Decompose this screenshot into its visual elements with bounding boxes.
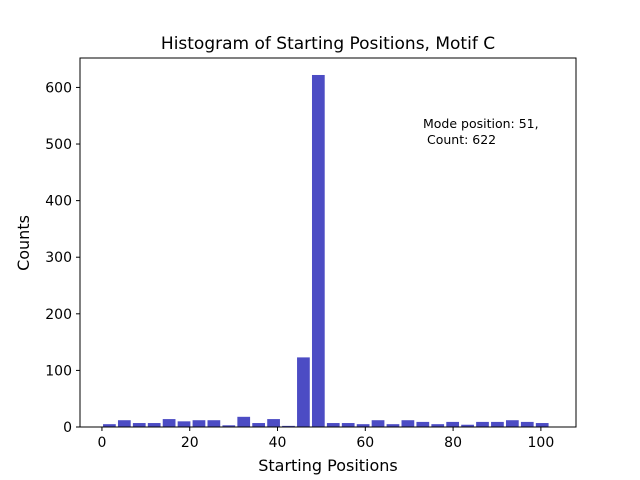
histogram-bar xyxy=(341,423,355,427)
histogram-bar xyxy=(535,423,549,427)
y-tick-label: 300 xyxy=(45,250,72,266)
histogram-bar xyxy=(401,420,415,427)
histogram-bar xyxy=(222,425,236,427)
histogram-bar xyxy=(192,420,206,427)
histogram-bar xyxy=(491,421,504,427)
x-tick-label: 0 xyxy=(97,435,106,451)
histogram-bar xyxy=(117,420,131,427)
histogram-bar xyxy=(311,74,325,427)
histogram-bar xyxy=(147,423,161,427)
x-axis-label: Starting Positions xyxy=(258,456,398,475)
histogram-bar xyxy=(416,421,430,427)
y-ticks: 0 100 200 300 400 500 600 xyxy=(45,80,80,436)
y-tick-label: 0 xyxy=(63,420,72,436)
annotation-line-2: Count: 622 xyxy=(423,132,496,147)
mode-annotation: Mode position: 51, Count: 622 xyxy=(423,116,543,147)
y-tick-label: 600 xyxy=(45,80,72,96)
histogram-bar xyxy=(177,421,191,427)
axes-frame xyxy=(79,57,577,428)
x-tick-label: 40 xyxy=(269,435,287,451)
histogram-bar xyxy=(461,424,474,427)
histogram-bar xyxy=(520,421,534,427)
histogram-bar xyxy=(132,423,146,427)
histogram-bar xyxy=(162,419,176,427)
histogram-bar xyxy=(237,416,251,427)
x-tick-label: 80 xyxy=(444,435,462,451)
histogram-bar xyxy=(252,423,266,427)
y-axis-label: Counts xyxy=(14,215,33,271)
y-tick-label: 100 xyxy=(45,363,72,379)
bars-layer xyxy=(103,74,549,427)
histogram-bar xyxy=(431,424,445,427)
histogram-bar xyxy=(371,420,385,427)
chart-title: Histogram of Starting Positions, Motif C xyxy=(161,34,495,54)
x-tick-label: 60 xyxy=(356,435,374,451)
histogram-bar xyxy=(297,357,310,427)
histogram-bar xyxy=(282,425,295,427)
annotation-line-1: Mode position: 51, xyxy=(423,116,539,131)
histogram-bar xyxy=(103,424,116,427)
histogram-bar xyxy=(505,420,519,427)
histogram-bar xyxy=(207,420,221,427)
histogram-bar xyxy=(386,424,400,427)
histogram-bar xyxy=(356,424,370,427)
y-tick-label: 400 xyxy=(45,194,72,210)
histogram-bar xyxy=(267,419,280,427)
histogram-bar xyxy=(326,423,340,427)
x-tick-label: 100 xyxy=(528,435,555,451)
y-tick-label: 200 xyxy=(45,307,72,323)
y-tick-label: 500 xyxy=(45,137,72,153)
histogram-bar xyxy=(476,421,489,427)
x-ticks: 0 20 40 60 80 100 xyxy=(97,427,554,451)
x-tick-label: 20 xyxy=(181,435,199,451)
histogram-bar xyxy=(446,421,460,427)
